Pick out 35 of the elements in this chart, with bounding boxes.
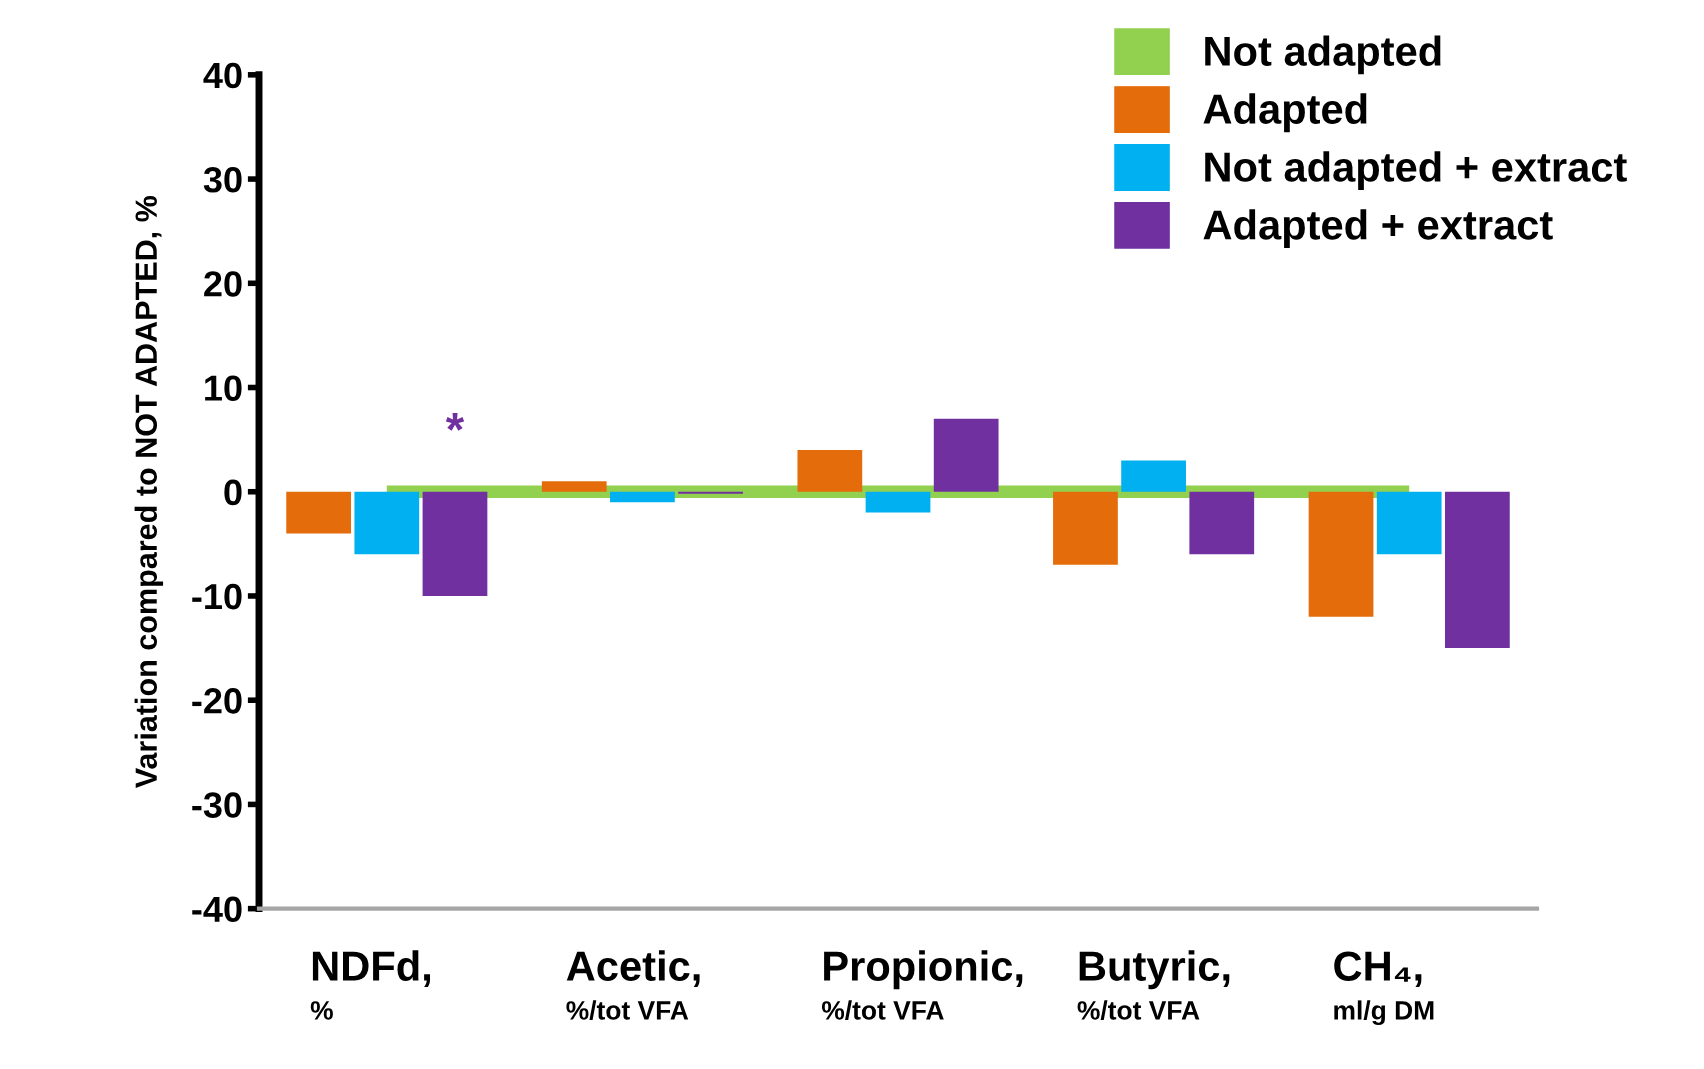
y-axis-title: Variation compared to NOT ADAPTED, %: [134, 196, 164, 789]
legend-label: Adapted: [1203, 93, 1367, 133]
bar: [1444, 491, 1510, 649]
x-tick-label: CH₄, ml/g DM: [1334, 951, 1434, 1026]
legend-label: Adapted + extract: [1203, 209, 1553, 249]
bar: [286, 491, 352, 534]
y-tick-label: 10: [205, 375, 242, 401]
bar: [1121, 460, 1186, 492]
bar: [354, 491, 420, 555]
y-tick-label: -20: [192, 688, 242, 714]
y-tick-label: -10: [192, 583, 242, 610]
bar: [678, 491, 743, 494]
bar: [541, 481, 607, 492]
bar: [933, 418, 999, 492]
y-tick-label: 20: [204, 271, 242, 297]
x-tick-label: Acetic, %/tot VFA: [566, 950, 700, 1021]
x-tick-label: NDFd, %: [310, 950, 430, 1020]
y-tick-label: 0: [224, 479, 242, 506]
bar: [797, 450, 863, 492]
bar: [865, 491, 931, 513]
bar: [1376, 491, 1442, 555]
legend-label: Not adapted + extract: [1205, 151, 1627, 191]
bar: [1189, 491, 1255, 555]
x-tick-label: Butyric, %/tot VFA: [1077, 950, 1230, 1021]
legend-label: Not adapted: [1205, 35, 1441, 75]
bar: [1308, 491, 1374, 617]
bar: [610, 491, 675, 503]
x-tick-label: Propionic, %/tot VFA: [821, 950, 1023, 1021]
y-tick-label: -40: [192, 896, 242, 923]
annotation: *: [445, 413, 465, 431]
y-tick-label: 30: [203, 166, 242, 193]
y-tick-label: 40: [203, 62, 242, 89]
y-tick-label: -30: [192, 792, 242, 818]
bar: [422, 491, 488, 596]
bar: [1053, 491, 1118, 565]
